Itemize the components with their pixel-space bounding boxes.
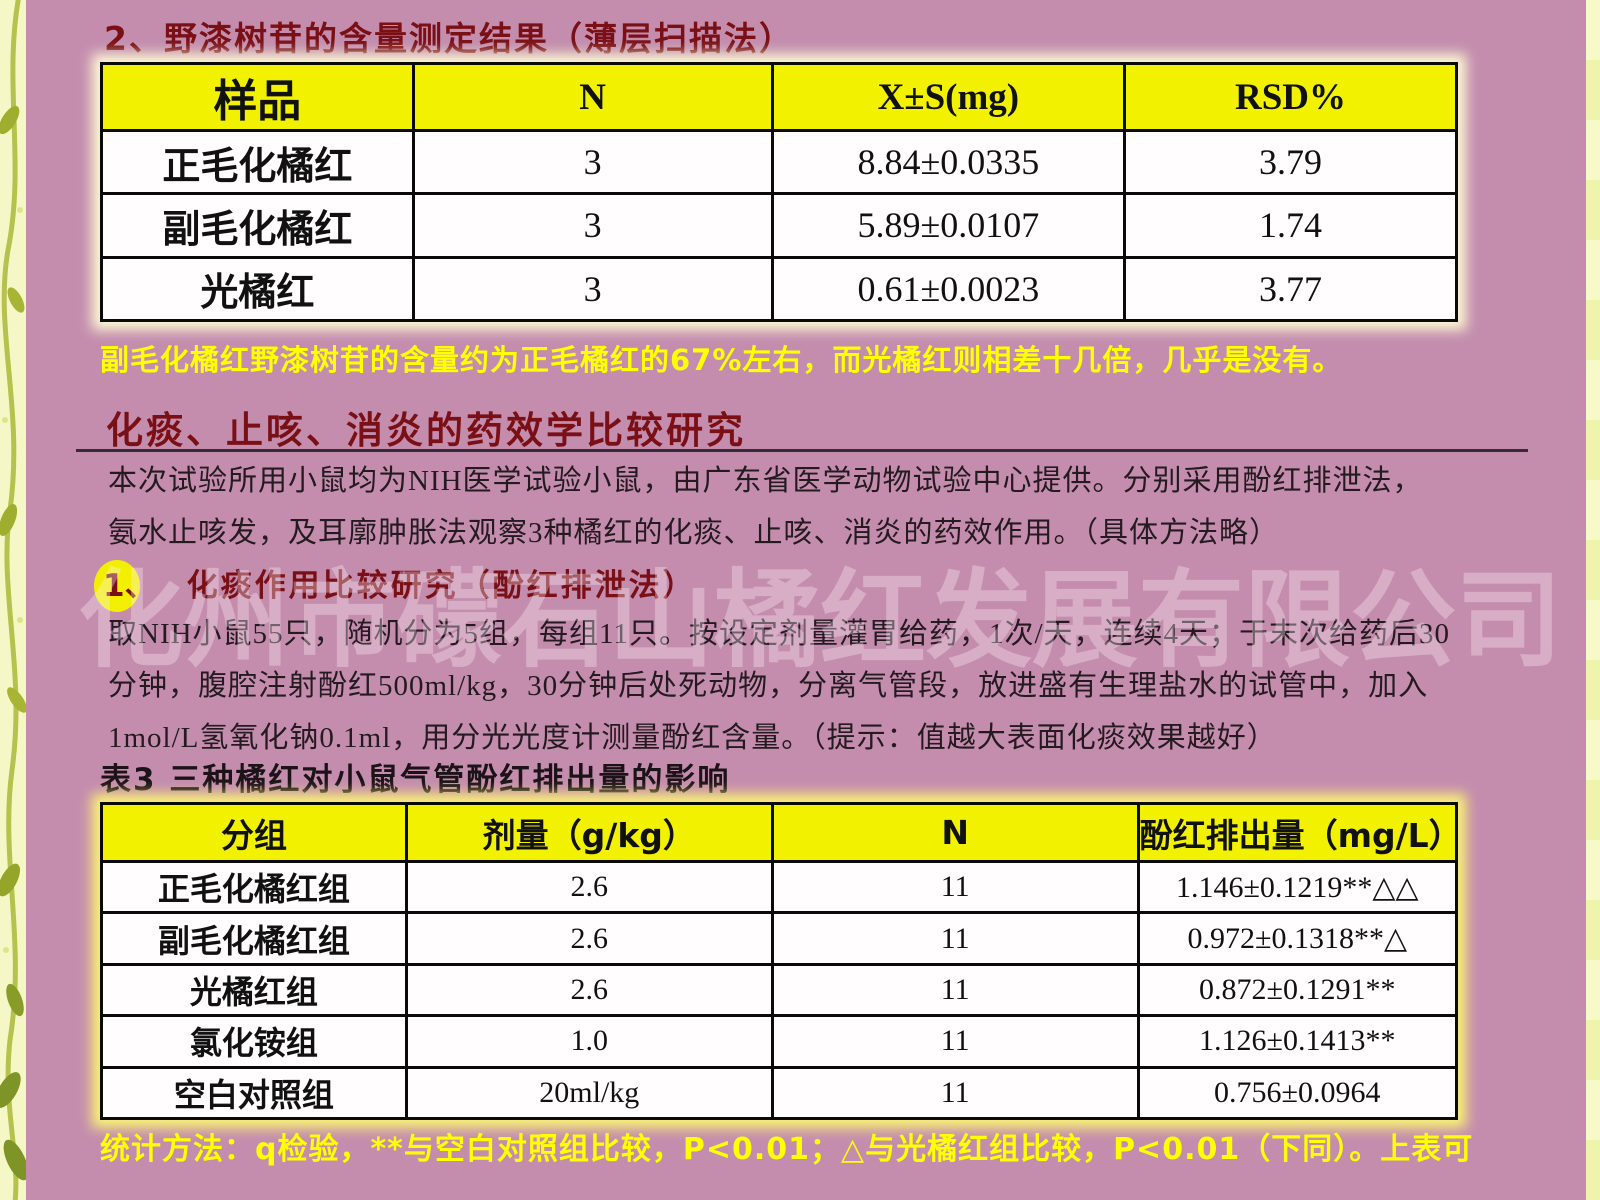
col-header-output: 酚红排出量（mg/L） (1136, 802, 1462, 863)
table-cell: 3.77 (1123, 255, 1458, 323)
table-row: 正毛化橘红组 2.6 11 1.146±0.1219**△△ (100, 859, 1459, 915)
table-row: 副毛化橘红组 2.6 11 0.972±0.1318**△ (100, 911, 1459, 966)
subsection-title: 化痰作用比较研究（酚红排泄法） (186, 568, 697, 604)
table-cell: 8.84±0.0335 (770, 128, 1127, 196)
table-cell: 2.6 (404, 911, 774, 966)
table-cell: 正毛化橘红组 (100, 859, 408, 915)
col-header-n: N (411, 62, 774, 132)
table-cell: 5.89±0.0107 (770, 192, 1127, 259)
table-cell: 20ml/kg (404, 1065, 774, 1121)
glycoside-content-table: 样品 N X±S(mg) RSD% 正毛化橘红 3 8.84±0.0335 3.… (100, 62, 1458, 323)
text-line: 1mol/L氢氧化钠0.1ml，用分光光度计测量酚红含量。（提示：值越大表面化痰… (108, 722, 1277, 754)
table-cell: 副毛化橘红 (100, 192, 415, 259)
table-cell: 1.0 (404, 1014, 774, 1069)
table-cell: 光橘红 (100, 255, 415, 323)
table-cell: 3 (411, 255, 774, 323)
col-header-sample: 样品 (100, 62, 415, 132)
text-line: 分钟，腹腔注射酚红500ml/kg，30分钟后处死动物，分离气管段，放进盛有生理… (108, 670, 1429, 702)
table-cell: 0.972±0.1318**△ (1136, 911, 1459, 966)
intro-paragraph: 本次试验所用小鼠均为NIH医学试验小鼠，由广东省医学动物试验中心提供。分别采用酚… (108, 455, 1423, 559)
table-cell: 正毛化橘红 (100, 128, 415, 196)
table-cell: 0.872±0.1291** (1136, 962, 1459, 1018)
col-header-group: 分组 (100, 802, 408, 863)
floral-border-right (1586, 0, 1600, 1200)
table-cell: 光橘红组 (100, 962, 408, 1018)
section2-heading: 2、野漆树苷的含量测定结果（薄层扫描法） (104, 19, 794, 58)
table-cell: 3 (411, 192, 774, 259)
col-header-xs: X±S(mg) (770, 62, 1127, 132)
floral-border-left (0, 0, 26, 1200)
table-cell: 2.6 (404, 962, 774, 1018)
table-cell: 3 (411, 128, 774, 196)
table-cell: 1.74 (1123, 192, 1458, 259)
text-line: 本次试验所用小鼠均为NIH医学试验小鼠，由广东省医学动物试验中心提供。分别采用酚… (108, 465, 1423, 497)
table-header-row: 分组 剂量（g/kg） N 酚红排出量（mg/L） (100, 802, 1462, 863)
table-row: 氯化铵组 1.0 11 1.126±0.1413** (100, 1014, 1459, 1069)
method-paragraph: 取NIH小鼠55只，随机分为5组，每组11只。按设定剂量灌胃给药，1次/天，连续… (108, 608, 1450, 764)
table-cell: 空白对照组 (100, 1065, 408, 1121)
table1-conclusion-note: 副毛化橘红野漆树苷的含量约为正毛橘红的67%左右，而光橘红则相差十几倍，几乎是没… (100, 343, 1343, 377)
table-cell: 氯化铵组 (100, 1014, 408, 1069)
table-header-row: 样品 N X±S(mg) RSD% (100, 62, 1458, 132)
statistics-note: 统计方法：q检验，**与空白对照组比较，P<0.01；△与光橘红组比较，P<0.… (100, 1132, 1474, 1167)
table-cell: 11 (770, 1065, 1140, 1121)
table-row: 正毛化橘红 3 8.84±0.0335 3.79 (100, 128, 1458, 196)
table-cell: 11 (770, 911, 1140, 966)
table-cell: 0.756±0.0964 (1136, 1065, 1459, 1121)
table-cell: 0.61±0.0023 (770, 255, 1127, 323)
table-row: 光橘红 3 0.61±0.0023 3.77 (100, 255, 1458, 323)
table-cell: 11 (770, 859, 1140, 915)
table-cell: 1.126±0.1413** (1136, 1014, 1459, 1069)
text-line: 取NIH小鼠55只，随机分为5组，每组11只。按设定剂量灌胃给药，1次/天，连续… (108, 618, 1451, 650)
col-header-dose: 剂量（g/kg） (404, 802, 774, 863)
text-line: 氨水止咳发，及耳廓肿胀法观察3种橘红的化痰、止咳、消炎的药效作用。（具体方法略） (108, 517, 1280, 549)
section-divider (76, 449, 1528, 452)
table-cell: 1.146±0.1219**△△ (1136, 859, 1459, 915)
subsection-number: 1、 (103, 568, 156, 604)
table-cell: 11 (770, 1014, 1140, 1069)
table-row: 空白对照组 20ml/kg 11 0.756±0.0964 (100, 1065, 1459, 1121)
table-cell: 11 (770, 962, 1140, 1018)
col-header-n: N (770, 802, 1140, 863)
subsection-1-heading: 1、 化痰作用比较研究（酚红排泄法） (94, 560, 697, 612)
table-cell: 3.79 (1123, 128, 1458, 196)
table-row: 光橘红组 2.6 11 0.872±0.1291** (100, 962, 1459, 1018)
pharmacology-section-title: 化痰、止咳、消炎的药效学比较研究 (106, 409, 746, 452)
table3-caption: 表3 三种橘红对小鼠气管酚红排出量的影响 (100, 762, 731, 798)
col-header-rsd: RSD% (1123, 62, 1458, 132)
phenol-red-table: 分组 剂量（g/kg） N 酚红排出量（mg/L） 正毛化橘红组 2.6 11 … (100, 802, 1462, 1121)
table-row: 副毛化橘红 3 5.89±0.0107 1.74 (100, 192, 1458, 259)
number-badge (94, 560, 140, 612)
table-cell: 2.6 (404, 859, 774, 915)
table-cell: 副毛化橘红组 (100, 911, 408, 966)
